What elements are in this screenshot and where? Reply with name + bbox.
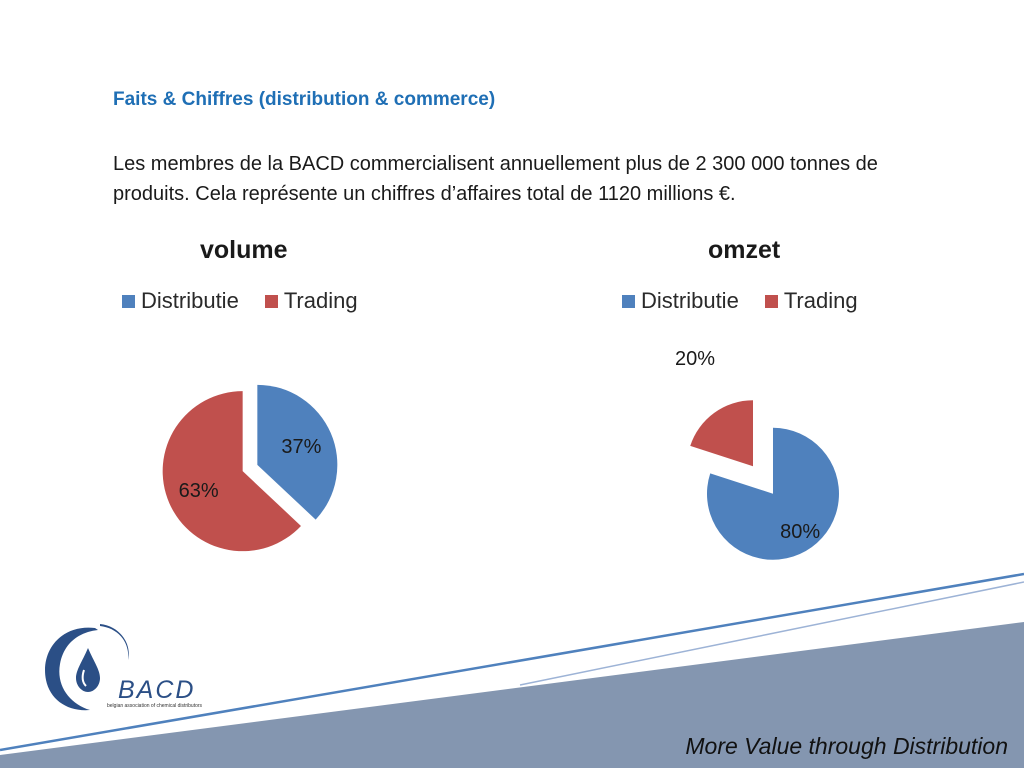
legend-label: Distributie — [141, 288, 239, 313]
pie-data-label: 63% — [179, 480, 219, 502]
logo-subtitle: belgian association of chemical distribu… — [107, 703, 203, 709]
water-drop-icon — [76, 648, 100, 692]
legend-item-trading: Trading — [264, 288, 358, 314]
slide-heading: Faits & Chiffres (distribution & commerc… — [113, 89, 496, 110]
legend-item-distributie: Distributie — [122, 288, 239, 314]
bacd-logo — [45, 624, 129, 711]
footer-accent-line — [0, 572, 1024, 752]
legend-swatch-distributie — [122, 294, 135, 308]
chart-legend: Distributie Trading — [622, 288, 858, 314]
pie-data-label: 20% — [675, 348, 715, 370]
legend-label: Distributie — [641, 288, 739, 313]
footer-accent-line — [519, 581, 1024, 686]
chart-title: omzet — [708, 236, 781, 264]
legend-item-trading: Trading — [764, 288, 858, 314]
legend-swatch-distributie — [622, 294, 635, 308]
pie-slice-trading — [162, 391, 301, 552]
water-drop-highlight — [81, 669, 87, 687]
footer-decoration — [0, 572, 1024, 768]
pie-slice-distributie — [257, 384, 338, 520]
pie-svg: 37% 63% — [162, 384, 338, 552]
logo-swoosh — [100, 624, 129, 660]
chart-legend: Distributie Trading — [122, 288, 358, 314]
logo-wordmark: BACD — [118, 676, 196, 704]
pie-svg: 80% 20% — [675, 348, 839, 560]
logo-swoosh — [45, 627, 98, 711]
footer-band — [0, 622, 1024, 768]
pie-slice-trading — [690, 400, 754, 467]
omzet-pie-chart: omzet Distributie Trading 80% 20% — [530, 236, 990, 566]
legend-swatch-trading — [264, 294, 278, 308]
slide-body-text: Les membres de la BACD commercialisent a… — [113, 153, 878, 205]
pie-data-label: 37% — [281, 436, 321, 458]
chart-title: volume — [200, 236, 288, 264]
volume-pie-chart: volume Distributie Trading 37% 63% — [30, 236, 490, 566]
pie-slice-distributie — [706, 427, 839, 560]
legend-label: Trading — [283, 288, 358, 313]
pie-data-label: 80% — [780, 521, 820, 543]
legend-label: Trading — [783, 288, 858, 313]
legend-item-distributie: Distributie — [622, 288, 739, 314]
slide-tagline: More Value through Distribution — [685, 733, 1008, 759]
legend-swatch-trading — [764, 294, 778, 308]
